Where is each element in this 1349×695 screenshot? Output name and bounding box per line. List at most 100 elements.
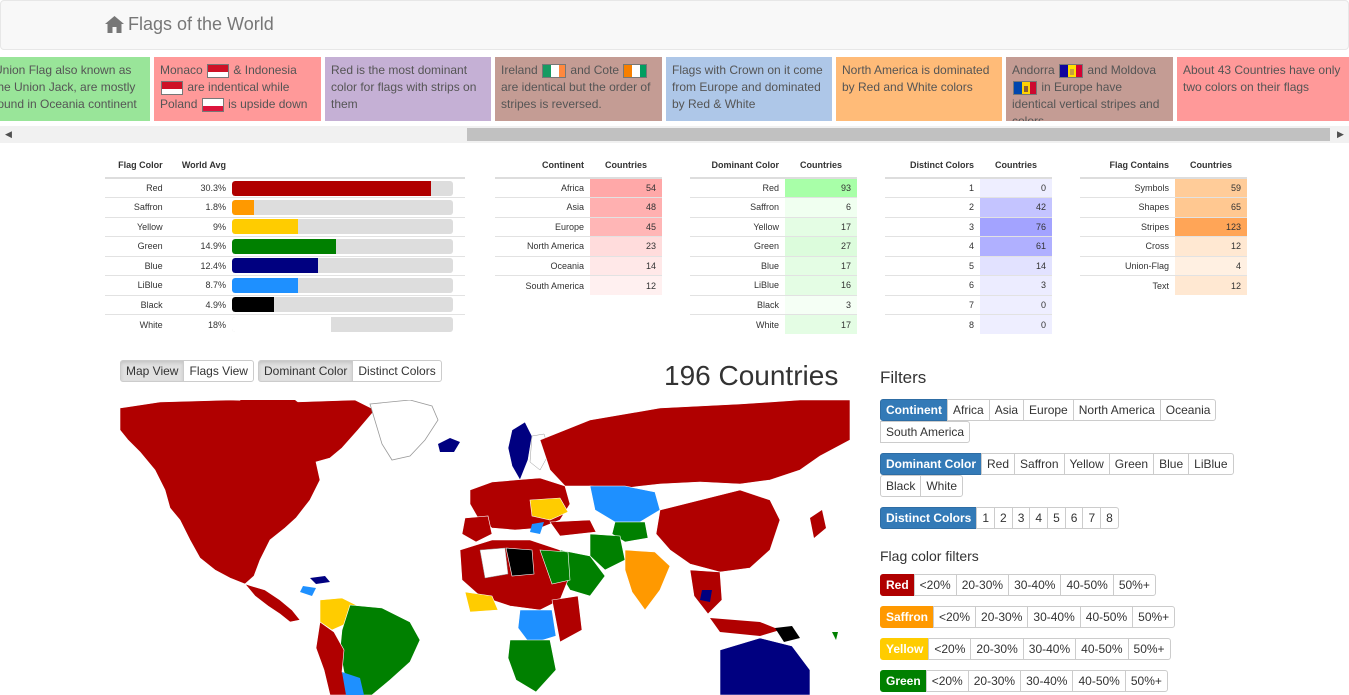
fact-text: Monaco [160,63,203,77]
dominant-color-label: LiBlue [690,275,785,295]
filter-africa[interactable]: Africa [947,399,990,421]
color-filter-group-yellow: Yellow <20% 20-30% 30-40% 40-50% 50%+ [880,638,1171,660]
filter-blue[interactable]: Blue [1153,453,1190,475]
filter-south-america[interactable]: South America [880,421,971,443]
filter-distinct-8[interactable]: 8 [1100,507,1119,529]
color-range-filter[interactable]: 40-50% [1072,670,1126,692]
color-filter-label[interactable]: Red [880,574,915,596]
color-range-filter[interactable]: <20% [928,638,972,660]
scroll-left-icon[interactable]: ◀ [5,129,12,139]
color-filter-label[interactable]: Saffron [880,606,934,628]
map-region-nz [832,632,838,640]
filter-europe[interactable]: Europe [1023,399,1074,421]
count-cell: 4 [1175,255,1247,276]
flag-contains-label: Cross [1080,236,1175,256]
distinct-colors-label: 5 [885,255,980,276]
filter-oceania[interactable]: Oceania [1159,399,1217,421]
color-range-filter[interactable]: 40-50% [1079,606,1134,628]
map-view-button[interactable]: Map View [120,360,185,382]
color-range-filter[interactable]: 50%+ [1132,606,1176,628]
table-row: Green 27 [690,236,857,256]
table-row: Text 12 [1080,275,1247,295]
filter-yellow[interactable]: Yellow [1063,453,1110,475]
flag-color-label: Blue [105,255,169,276]
table-header: Countries [980,152,1052,179]
color-range-filter[interactable]: 20-30% [955,574,1010,596]
table-row: 4 61 [885,236,1052,256]
color-range-filter[interactable]: 50%+ [1112,574,1156,596]
scroll-thumb[interactable] [467,128,1330,141]
table-row: Saffron 6 [690,197,857,217]
filter-red[interactable]: Red [981,453,1016,475]
filter-asia[interactable]: Asia [988,399,1025,421]
map-region-indonesia [710,618,780,636]
color-range-filter[interactable]: 30-40% [1027,606,1081,628]
color-filter-group-red: Red <20% 20-30% 30-40% 40-50% 50%+ [880,574,1156,596]
count-cell: 14 [590,255,662,276]
color-range-filter[interactable]: 30-40% [1008,574,1062,596]
count-cell: 123 [1175,216,1247,237]
filter-liblue[interactable]: LiBlue [1188,453,1234,475]
count-cell: 16 [785,275,857,295]
color-range-filter[interactable]: <20% [933,606,977,628]
moldova-flag-icon [1013,80,1037,95]
continent-table: Continent Countries Africa 54 Asia 48 Europe… [495,152,662,295]
filter-saffron[interactable]: Saffron [1014,453,1065,475]
avg-bar-fill [232,219,299,235]
filter-green[interactable]: Green [1108,453,1155,475]
color-range-filter[interactable]: 50%+ [1127,638,1171,660]
color-range-filter[interactable]: 20-30% [967,670,1022,692]
table-header: Flag Color [105,152,169,179]
filter-distinct-6[interactable]: 6 [1064,507,1084,529]
filter-distinct-5[interactable]: 5 [1047,507,1066,529]
fact-card: Andorra and Moldova in Europe have ident… [1006,57,1173,121]
color-range-filter[interactable]: 30-40% [1020,670,1074,692]
color-range-filter[interactable]: 20-30% [975,606,1029,628]
color-range-filter[interactable]: 40-50% [1060,574,1114,596]
filter-north-america[interactable]: North America [1072,399,1161,421]
filter-distinct-4[interactable]: 4 [1029,507,1049,529]
color-filter-label[interactable]: Yellow [880,638,930,660]
scroll-right-icon[interactable]: ▶ [1337,129,1344,139]
table-header: Distinct Colors [885,152,980,179]
count-cell: 0 [980,314,1052,334]
filter-distinct-3[interactable]: 3 [1011,507,1031,529]
table-row: 3 76 [885,216,1052,237]
fact-text: About 43 Countries have only two colors … [1183,63,1341,94]
filter-distinct-7[interactable]: 7 [1082,507,1102,529]
table-header: World Avg [168,152,232,179]
color-range-filter[interactable]: 20-30% [970,638,1024,660]
color-range-filter[interactable]: 40-50% [1075,638,1129,660]
continent-filter-group: Continent Africa Asia Europe North Ameri… [880,399,1217,421]
table-row: LiBlue 8.7% [105,275,465,295]
filter-white[interactable]: White [920,475,964,497]
world-map[interactable] [120,400,850,695]
facts-strip[interactable]: Union Flag also known as the Union Jack,… [0,57,1349,123]
world-avg-value: 30.3% [168,177,232,198]
table-row: Green 14.9% [105,236,465,256]
distinct-colors-button[interactable]: Distinct Colors [352,360,442,382]
color-range-filter[interactable]: 30-40% [1022,638,1077,660]
continent-filter-label[interactable]: Continent [880,399,948,421]
facts-scrollbar[interactable]: ◀ ▶ [0,126,1349,143]
indonesia-flag-icon [161,80,183,95]
dominant-filter-label[interactable]: Dominant Color [880,453,982,475]
avg-bar-fill [232,277,299,293]
flags-view-button[interactable]: Flags View [183,360,254,382]
filter-distinct-1[interactable]: 1 [976,507,996,529]
map-region-iberia [461,515,493,543]
color-range-filter[interactable]: <20% [913,574,957,596]
color-range-filter[interactable]: 50%+ [1124,670,1168,692]
table-header: Countries [590,152,662,179]
map-region-laos [700,590,712,602]
color-filter-label[interactable]: Green [880,670,927,692]
filter-distinct-2[interactable]: 2 [994,507,1013,529]
filter-black[interactable]: Black [880,475,922,497]
color-range-filter[interactable]: <20% [925,670,969,692]
dominant-color-button[interactable]: Dominant Color [258,360,354,382]
dominant-color-label: Black [690,294,785,315]
brand-link[interactable]: Flags of the World [105,14,274,35]
table-row: Yellow 9% [105,216,465,237]
distinct-filter-label[interactable]: Distinct Colors [880,507,978,529]
